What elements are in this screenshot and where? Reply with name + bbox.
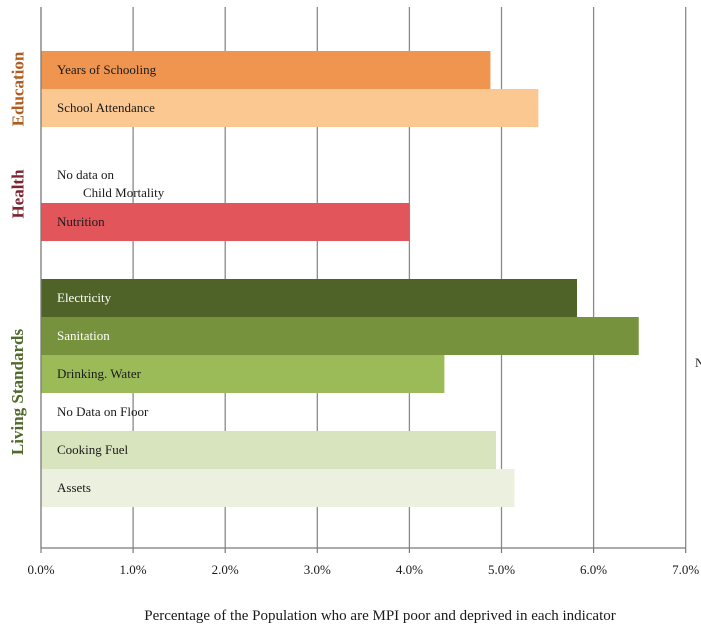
group-label-health: Health <box>8 169 28 219</box>
bar <box>41 469 515 507</box>
group-label-education: Education <box>7 51 27 127</box>
bar <box>41 203 410 241</box>
x-tick-label: 4.0% <box>396 562 423 577</box>
bar <box>41 317 639 355</box>
bar-label: Drinking. Water <box>57 366 142 381</box>
bar-label: Years of Schooling <box>57 62 157 77</box>
x-tick-label: 7.0% <box>672 562 699 577</box>
bar-label: School Attendance <box>57 100 155 115</box>
bar-label: No data on <box>57 167 115 182</box>
x-tick-label: 2.0% <box>212 562 239 577</box>
bar <box>41 431 496 469</box>
bar-label: Nutrition <box>57 214 105 229</box>
x-tick-label: 1.0% <box>120 562 147 577</box>
bar <box>41 89 539 127</box>
x-tick-label: 3.0% <box>304 562 331 577</box>
x-tick-label: 6.0% <box>580 562 607 577</box>
bar-label: No Data on Floor <box>57 404 149 419</box>
group-label-living-standards: Living Standards <box>8 328 28 456</box>
bar <box>41 51 491 89</box>
bar <box>41 279 578 317</box>
bar-label: Electricity <box>57 290 112 305</box>
x-axis-title: Percentage of the Population who are MPI… <box>144 608 616 624</box>
bar-label: Child Mortality <box>83 185 165 200</box>
clipped-edge-text: N <box>695 355 701 370</box>
bar-label: Sanitation <box>57 328 110 343</box>
bar-label: Cooking Fuel <box>57 442 129 457</box>
x-tick-label: 0.0% <box>27 562 54 577</box>
bar <box>41 355 445 393</box>
x-tick-label: 5.0% <box>488 562 515 577</box>
bar-label: Assets <box>57 480 91 495</box>
